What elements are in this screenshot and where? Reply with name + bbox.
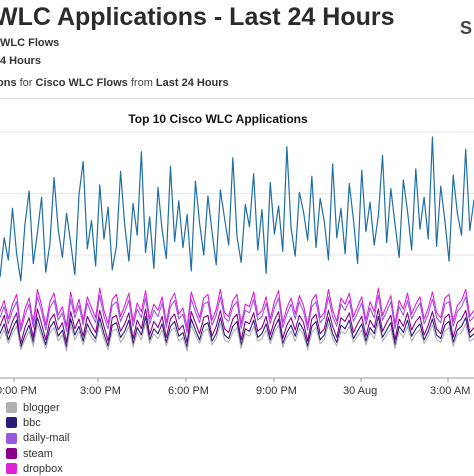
- legend-item-blogger[interactable]: blogger: [6, 400, 69, 415]
- desc-prefix: ons: [0, 77, 17, 89]
- desc-for: for: [16, 77, 36, 89]
- legend-label-blogger: blogger: [23, 401, 60, 414]
- desc-timeframe: Last 24 Hours: [155, 77, 229, 89]
- header-divider: [0, 98, 474, 99]
- line-chart: 0:00 PM 3:00 PM 6:00 PM 9:00 PM 30 Aug 3:00 A…: [0, 131, 474, 396]
- series-line-blogger: [0, 322, 474, 352]
- x-tick-label-5: 3:00 AM: [430, 385, 470, 396]
- legend-swatch-dropbox: [6, 463, 17, 475]
- x-tick-label-4: 30 Aug: [343, 385, 377, 396]
- legend-label-bbc: bbc: [23, 416, 41, 429]
- x-tick-label-0: 0:00 PM: [0, 385, 37, 396]
- legend-swatch-blogger: [6, 402, 17, 414]
- report-description: ons for Cisco WLC Flows from Last 24 Hou…: [0, 77, 229, 89]
- legend-label-steam: steam: [23, 447, 53, 460]
- legend-swatch-bbc: [6, 417, 17, 429]
- legend-label-daily-mail: daily-mail: [23, 432, 70, 445]
- series-line-dropbox: [0, 287, 474, 329]
- legend-item-steam[interactable]: steam: [6, 446, 69, 461]
- legend-swatch-steam: [6, 448, 17, 460]
- corner-mark: S: [460, 18, 473, 38]
- legend-item-bbc[interactable]: bbc: [6, 415, 69, 430]
- legend-item-daily-mail[interactable]: daily-mail: [6, 431, 69, 446]
- legend-label-dropbox: dropbox: [23, 462, 63, 475]
- chart-title: Top 10 Cisco WLC Applications: [128, 112, 308, 126]
- series-line-unlabeled-5: [0, 136, 474, 282]
- chart-legend: blogger bbc daily-mail steam dropbox: [6, 400, 69, 476]
- series-line-steam: [0, 308, 474, 345]
- x-tick-label-2: 6:00 PM: [168, 385, 209, 396]
- subtitle-timeframe: 4 Hours: [0, 55, 41, 67]
- series-line-daily-mail: [0, 295, 474, 334]
- subtitle-source: WLC Flows: [0, 37, 60, 49]
- legend-swatch-daily-mail: [6, 432, 17, 444]
- desc-from: from: [127, 77, 156, 89]
- desc-source: Cisco WLC Flows: [35, 77, 128, 89]
- x-tick-label-1: 3:00 PM: [80, 385, 121, 396]
- x-tick-label-3: 9:00 PM: [256, 385, 297, 396]
- legend-item-dropbox[interactable]: dropbox: [6, 461, 69, 476]
- series-line-bbc: [0, 315, 474, 348]
- page-title: WLC Applications - Last 24 Hours: [0, 3, 395, 31]
